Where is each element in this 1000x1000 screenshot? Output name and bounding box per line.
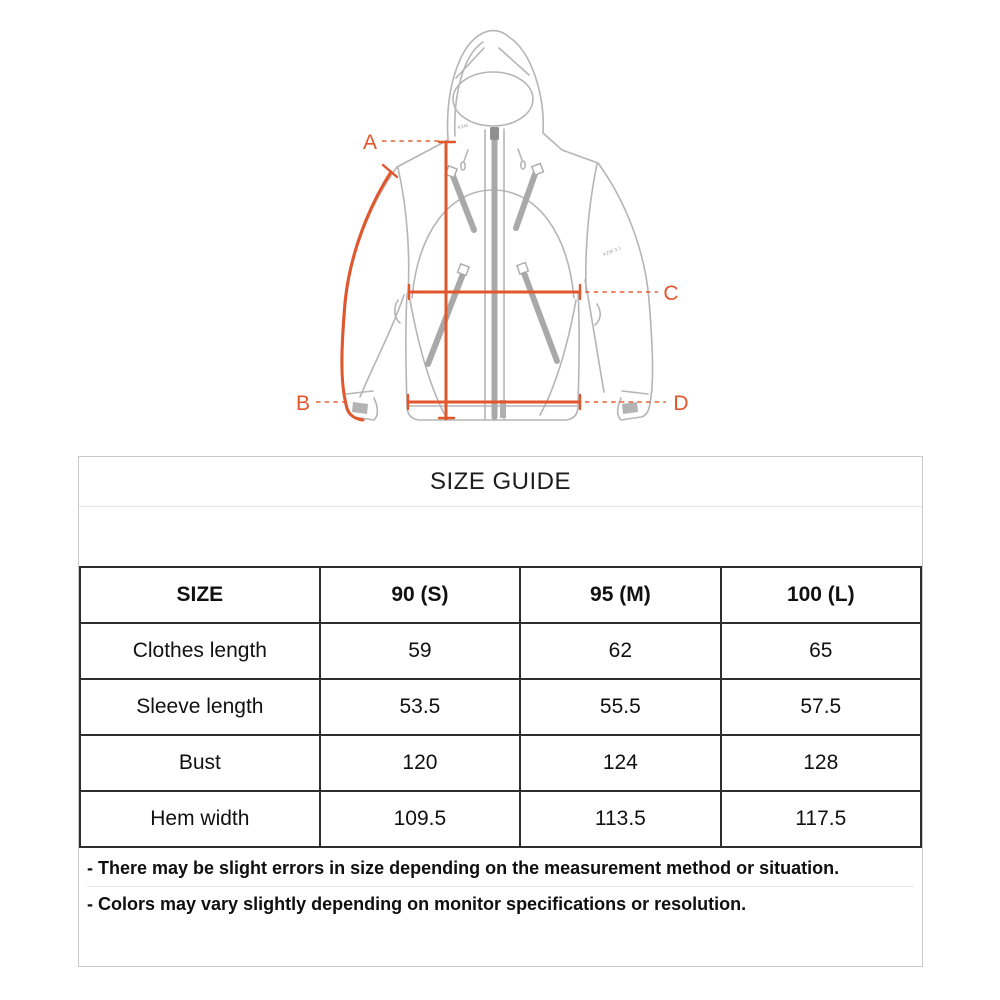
pocket-zipper-pull-right (515, 261, 530, 275)
hood-inner-line (453, 41, 484, 137)
cell-value: 59 (318, 622, 522, 680)
drawcord-right (517, 148, 523, 161)
shoulder-right (561, 149, 599, 164)
sleeve-left-inner (359, 294, 405, 398)
table-row-clothes-length: Clothes length 59 62 65 (79, 622, 923, 680)
drawcord-toggle-left (459, 161, 466, 171)
cell-value: 53.5 (318, 678, 522, 736)
cell-value: 124 (519, 734, 722, 792)
sleeve-right-outer (597, 162, 654, 421)
hood-top-panel (455, 47, 530, 79)
size-table: SIZE 90 (S) 95 (M) 100 (L) Clothes lengt… (79, 566, 923, 848)
hood-logo-text: KZM (457, 123, 468, 130)
drawcord-left (463, 149, 469, 162)
hem-zipper-end (500, 400, 506, 418)
hood-outline (446, 29, 563, 151)
front-seam-left (409, 299, 447, 418)
measure-label-d: D (673, 392, 688, 415)
jacket-measurement-diagram: KZM KZM 3.1 A B C D (296, 29, 689, 422)
measure-label-c: C (663, 282, 678, 305)
side-pull-loop-left (394, 299, 401, 324)
raglan-seam-left (397, 167, 410, 295)
sleeve-left-cuff-line (345, 390, 374, 395)
chest-zipper-left (450, 173, 477, 233)
cell-value: 117.5 (719, 790, 923, 848)
header-size-m: 95 (M) (519, 566, 722, 624)
shoulder-left (396, 139, 449, 168)
header-size-s: 90 (S) (318, 566, 522, 624)
pocket-zipper-pull-left (456, 262, 470, 277)
note-measurement: - There may be slight errors in size dep… (87, 854, 914, 887)
row-label: Clothes length (79, 622, 321, 680)
cell-value: 128 (719, 734, 923, 792)
size-guide-panel: SIZE GUIDE SIZE 90 (S) 95 (M) 100 (L) Cl… (78, 456, 923, 967)
cell-value: 109.5 (318, 790, 522, 848)
cell-value: 65 (719, 622, 923, 680)
table-row-sleeve-length: Sleeve length 53.5 55.5 57.5 (79, 678, 923, 736)
torso-side-right (577, 291, 580, 407)
measure-label-b: B (296, 392, 310, 415)
sleeve-left-outer (341, 166, 398, 421)
drawcord-toggle-right (519, 160, 526, 170)
row-label: Sleeve length (79, 678, 321, 736)
sleeve-logo-text: KZM 3.1 (603, 245, 623, 257)
measure-label-a: A (363, 131, 377, 154)
hem-band (406, 405, 579, 421)
jacket-drawing: KZM KZM 3.1 (341, 29, 654, 421)
cell-value: 62 (519, 622, 722, 680)
panel-title: SIZE GUIDE (79, 457, 922, 507)
pocket-zipper-right (521, 270, 560, 364)
notes: - There may be slight errors in size dep… (79, 848, 922, 922)
cell-value: 120 (318, 734, 522, 792)
cuff-tab-left (352, 402, 368, 414)
cell-value: 55.5 (519, 678, 722, 736)
header-size-l: 100 (L) (719, 566, 923, 624)
note-colors: - Colors may vary slightly depending on … (87, 893, 747, 914)
measurement-annotations: A B C D (296, 131, 689, 422)
row-label: Hem width (79, 790, 321, 848)
zipper-slider (490, 127, 499, 140)
sleeve-right-inner (584, 279, 605, 393)
chest-zipper-pull-right (530, 162, 545, 177)
measure-b-curve (340, 170, 393, 422)
torso-side-left (405, 293, 408, 407)
hood-opening (452, 71, 534, 127)
front-seam-right (539, 299, 577, 416)
panel-spacer (79, 507, 922, 566)
raglan-seam-right (585, 163, 598, 291)
chest-zipper-right (513, 171, 538, 231)
row-label: Bust (79, 734, 321, 792)
cell-value: 57.5 (719, 678, 923, 736)
cuff-tab-right (622, 402, 638, 414)
side-pull-loop-right (594, 303, 601, 326)
size-table-header-row: SIZE 90 (S) 95 (M) 100 (L) (79, 566, 923, 624)
header-size: SIZE (79, 566, 321, 624)
measure-b-cap-top (381, 163, 399, 179)
table-row-hem-width: Hem width 109.5 113.5 117.5 (79, 790, 923, 848)
table-row-bust: Bust 120 124 128 (79, 734, 923, 792)
sleeve-right-cuff-line (621, 390, 649, 395)
cell-value: 113.5 (519, 790, 722, 848)
